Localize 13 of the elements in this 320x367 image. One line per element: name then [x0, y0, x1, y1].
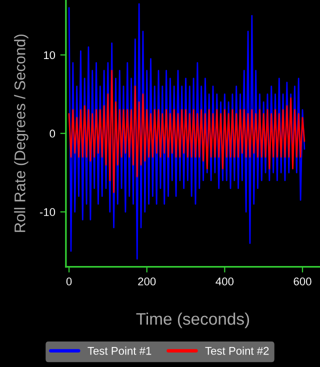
y-axis-title: Roll Rate (Degrees / Second): [14, 34, 28, 232]
x-tick-label: 0: [66, 278, 72, 286]
x-tick-label: 600: [294, 278, 312, 286]
line-series: [68, 3, 306, 260]
legend-label: Test Point #1: [88, 346, 152, 355]
line-series: [68, 70, 306, 193]
y-tick-label: 10: [44, 51, 56, 60]
legend-label: Test Point #2: [205, 346, 269, 355]
x-axis-title: Time (seconds): [136, 312, 250, 328]
y-tick-label: 0: [50, 130, 56, 138]
x-tick-label: 200: [138, 278, 156, 286]
x-tick-label: 400: [216, 278, 234, 286]
y-tick-label: -10: [40, 208, 56, 216]
